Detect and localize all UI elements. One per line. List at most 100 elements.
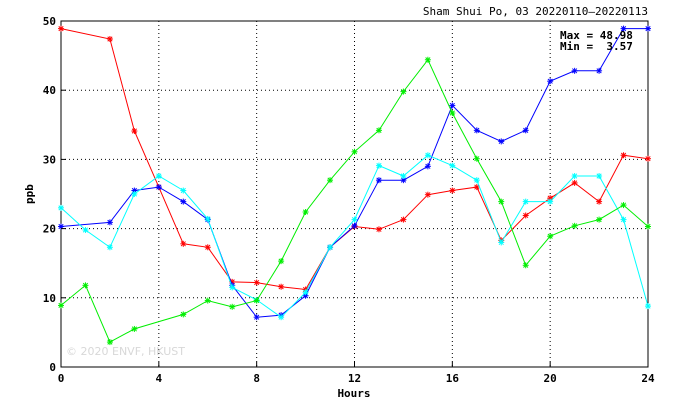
data-point (204, 244, 211, 251)
data-point (375, 162, 382, 169)
data-point (522, 127, 529, 134)
data-point (522, 198, 529, 205)
data-point (620, 25, 627, 32)
data-point (253, 279, 260, 286)
data-point (106, 339, 113, 346)
data-point (547, 198, 554, 205)
data-point (351, 148, 358, 155)
data-point (278, 258, 285, 265)
data-point (473, 177, 480, 184)
data-point (204, 297, 211, 304)
data-point (645, 25, 651, 32)
y-tick-label: 10 (43, 292, 56, 305)
data-point (375, 127, 382, 134)
data-point (547, 78, 554, 85)
data-point (58, 204, 64, 211)
x-tick-label: 8 (253, 372, 260, 385)
data-point (278, 314, 285, 321)
data-point (498, 239, 505, 246)
y-tick-label: 0 (49, 361, 56, 374)
data-point (106, 219, 113, 226)
series-line (60, 28, 648, 318)
data-point (571, 179, 578, 186)
x-tick-label: 12 (348, 372, 361, 385)
data-point (204, 215, 211, 222)
series-line (60, 28, 649, 291)
data-point (375, 177, 382, 184)
data-point (351, 216, 358, 223)
data-point (131, 128, 138, 135)
data-point (82, 282, 89, 289)
series-layer (58, 25, 651, 346)
data-point (131, 325, 138, 332)
watermark: © 2020 ENVF, HKUST (66, 345, 185, 358)
data-point (253, 314, 260, 321)
data-point (645, 223, 651, 230)
data-point (327, 244, 334, 251)
x-tick-label: 16 (446, 372, 460, 385)
y-tick-label: 20 (43, 223, 56, 236)
data-point (522, 212, 529, 219)
grid (61, 21, 648, 367)
x-axis-label: Hours (337, 387, 370, 400)
data-point (180, 187, 187, 194)
chart-title: Sham Shui Po, 03 20220110–20220113 (423, 5, 648, 18)
y-tick-label: 50 (43, 15, 56, 28)
data-point (351, 222, 358, 229)
x-tick-label: 4 (156, 372, 163, 385)
data-point (596, 198, 603, 205)
data-point (82, 226, 89, 233)
data-point (449, 162, 456, 169)
data-point (473, 155, 480, 162)
data-point (180, 198, 187, 205)
x-tick-label: 24 (641, 372, 655, 385)
data-point (571, 67, 578, 74)
y-tick-label: 30 (43, 153, 56, 166)
data-point (327, 177, 334, 184)
data-point (155, 173, 162, 180)
data-point (473, 127, 480, 134)
data-point (547, 233, 554, 240)
data-point (58, 302, 64, 309)
data-point (620, 216, 627, 223)
data-point (424, 152, 431, 159)
data-point (106, 35, 113, 42)
data-point (449, 110, 456, 117)
data-point (571, 173, 578, 180)
data-point (229, 284, 236, 291)
series-line (60, 58, 649, 343)
data-point (645, 303, 651, 310)
data-point (498, 138, 505, 145)
data-point (302, 208, 309, 215)
y-axis-label: ppb (23, 184, 36, 204)
data-point (596, 173, 603, 180)
data-point (400, 88, 407, 95)
data-point (571, 222, 578, 229)
data-point (424, 163, 431, 170)
data-point (424, 191, 431, 198)
data-point (620, 152, 627, 159)
max-label: Max = 48.98 (560, 29, 633, 42)
data-point (253, 297, 260, 304)
data-point (449, 102, 456, 109)
series-3 (58, 152, 651, 321)
data-point (278, 283, 285, 290)
x-tick-label: 20 (544, 372, 557, 385)
data-point (131, 191, 138, 197)
axis-ticks: 0 4 8 12 16 20 24 0 10 20 30 40 50 (43, 15, 655, 385)
data-point (400, 216, 407, 223)
data-point (498, 198, 505, 205)
data-point (106, 244, 113, 251)
data-point (596, 67, 603, 74)
x-tick-label: 0 (58, 372, 65, 385)
data-point (180, 240, 187, 247)
data-point (449, 187, 456, 194)
data-point (645, 155, 651, 162)
y-tick-label: 40 (43, 84, 56, 97)
data-point (522, 262, 529, 269)
data-point (58, 25, 64, 32)
data-point (473, 184, 480, 191)
series-4 (58, 56, 651, 346)
data-point (620, 202, 627, 209)
